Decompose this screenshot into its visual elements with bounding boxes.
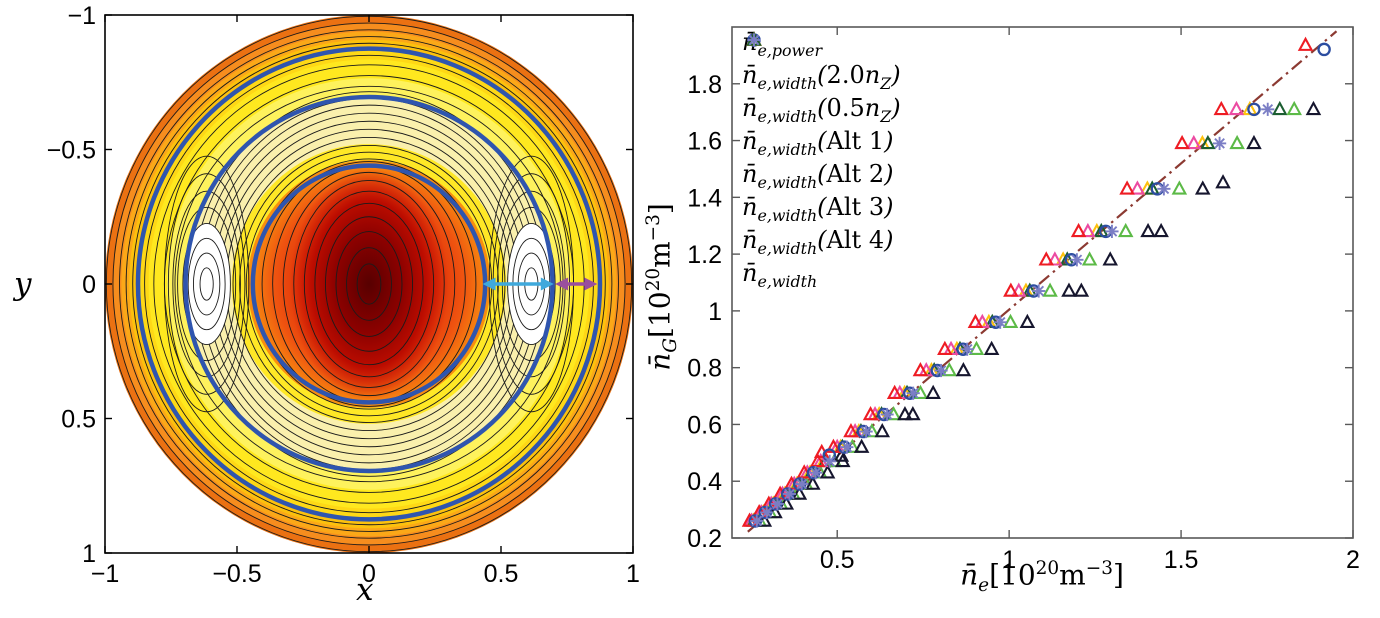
asterisk-marker-icon [747, 33, 761, 47]
scatter-y-tick-label: 0.2 [687, 525, 722, 553]
scatter-y-tick-label: 1.2 [687, 241, 722, 269]
scatter-y-tick-label: 0.8 [687, 355, 722, 383]
contour-ylabel: y [14, 266, 32, 302]
contour-y-tick-label: 1 [82, 540, 96, 568]
legend-item-alt3: n̄e,width(Alt 3) [742, 31, 901, 226]
legend-label: n̄e,width(Alt 3) [742, 193, 894, 225]
contour-x-tick-label: −1 [91, 560, 120, 588]
island-left [163, 155, 250, 413]
scatter-xlabel: n̄e[1020m−3] [960, 558, 1124, 596]
contour-y-tick-label: 0.5 [61, 406, 96, 434]
scatter-y-tick-label: 1 [708, 298, 722, 326]
scatter-x-tick-label: 1 [1002, 546, 1016, 574]
legend-item-w20: n̄e,width(2.0nZ) [742, 31, 901, 94]
contour-x-tick-label: 0.5 [484, 560, 519, 588]
scatter-y-tick-label: 0.6 [687, 411, 722, 439]
scatter-y-tick-label: 1.4 [687, 184, 722, 212]
scatter-x-tick-label: 1.5 [1164, 546, 1199, 574]
contour-y-tick-label: 0 [82, 271, 96, 299]
contour-y-tick-label: −0.5 [47, 137, 96, 165]
scatter-ylabel: n̄G[1020m−3] [643, 203, 681, 371]
contour-x-tick-label: 0 [362, 560, 376, 588]
scatter-y-tick-label: 1.6 [687, 128, 722, 156]
legend-label: n̄e,width [742, 259, 818, 291]
legend-item-alt4: n̄e,width(Alt 4) [742, 31, 901, 259]
scatter-y-tick-label: 0.4 [687, 468, 722, 496]
outer-width-arrow [555, 277, 598, 291]
island-width-arrow [482, 277, 554, 291]
contour-xlabel: x [356, 572, 374, 608]
legend-item-alt2: n̄e,width(Alt 2) [742, 31, 901, 193]
scatter-y-tick-label: 1.8 [687, 71, 722, 99]
contour-x-tick-label: −0.5 [212, 560, 261, 588]
scatter-x-tick-label: 0.5 [820, 546, 855, 574]
legend-label: n̄e,width(0.5nZ) [742, 94, 901, 126]
legend-label: n̄e,width(Alt 2) [742, 160, 894, 192]
series-alt1-markers [756, 100, 1322, 527]
legend-label: n̄e,width(Alt 1) [742, 127, 894, 159]
legend-item-w05: n̄e,width(0.5nZ) [742, 31, 901, 127]
contour-x-tick-label: 1 [626, 560, 640, 588]
legend-item-alt1: n̄e,width(Alt 1) [742, 31, 901, 160]
legend-label: n̄e,width(Alt 4) [742, 226, 894, 258]
core-dark-blob [289, 168, 449, 400]
contour-axes: −1 −0.5 0 0.5 1−1−0.500.51 [47, 2, 640, 588]
scatter-axes: 0.5 1 1.5 2 0.2 0.4 0.6 0.8 1 1.2 1.4 1.6 1.8 [687, 26, 1360, 574]
scatter-x-tick-label: 2 [1346, 546, 1360, 574]
scatter-legend: n̄e,power n̄e,width(2.0nZ) n̄e,width(0.5nZ… [742, 28, 901, 292]
series-width-markers [750, 102, 1275, 528]
scatter-plot: 0.5 1 1.5 2 0.2 0.4 0.6 0.8 1 1.2 1.4 1.6 1.8 [687, 26, 1360, 574]
legend-item-width: n̄e,width [742, 33, 901, 292]
contour-y-tick-label: −1 [67, 2, 96, 30]
legend-label: n̄e,width(2.0nZ) [742, 61, 901, 93]
contour-plot: −1 −0.5 0 0.5 1−1−0.500.51 [47, 2, 640, 588]
